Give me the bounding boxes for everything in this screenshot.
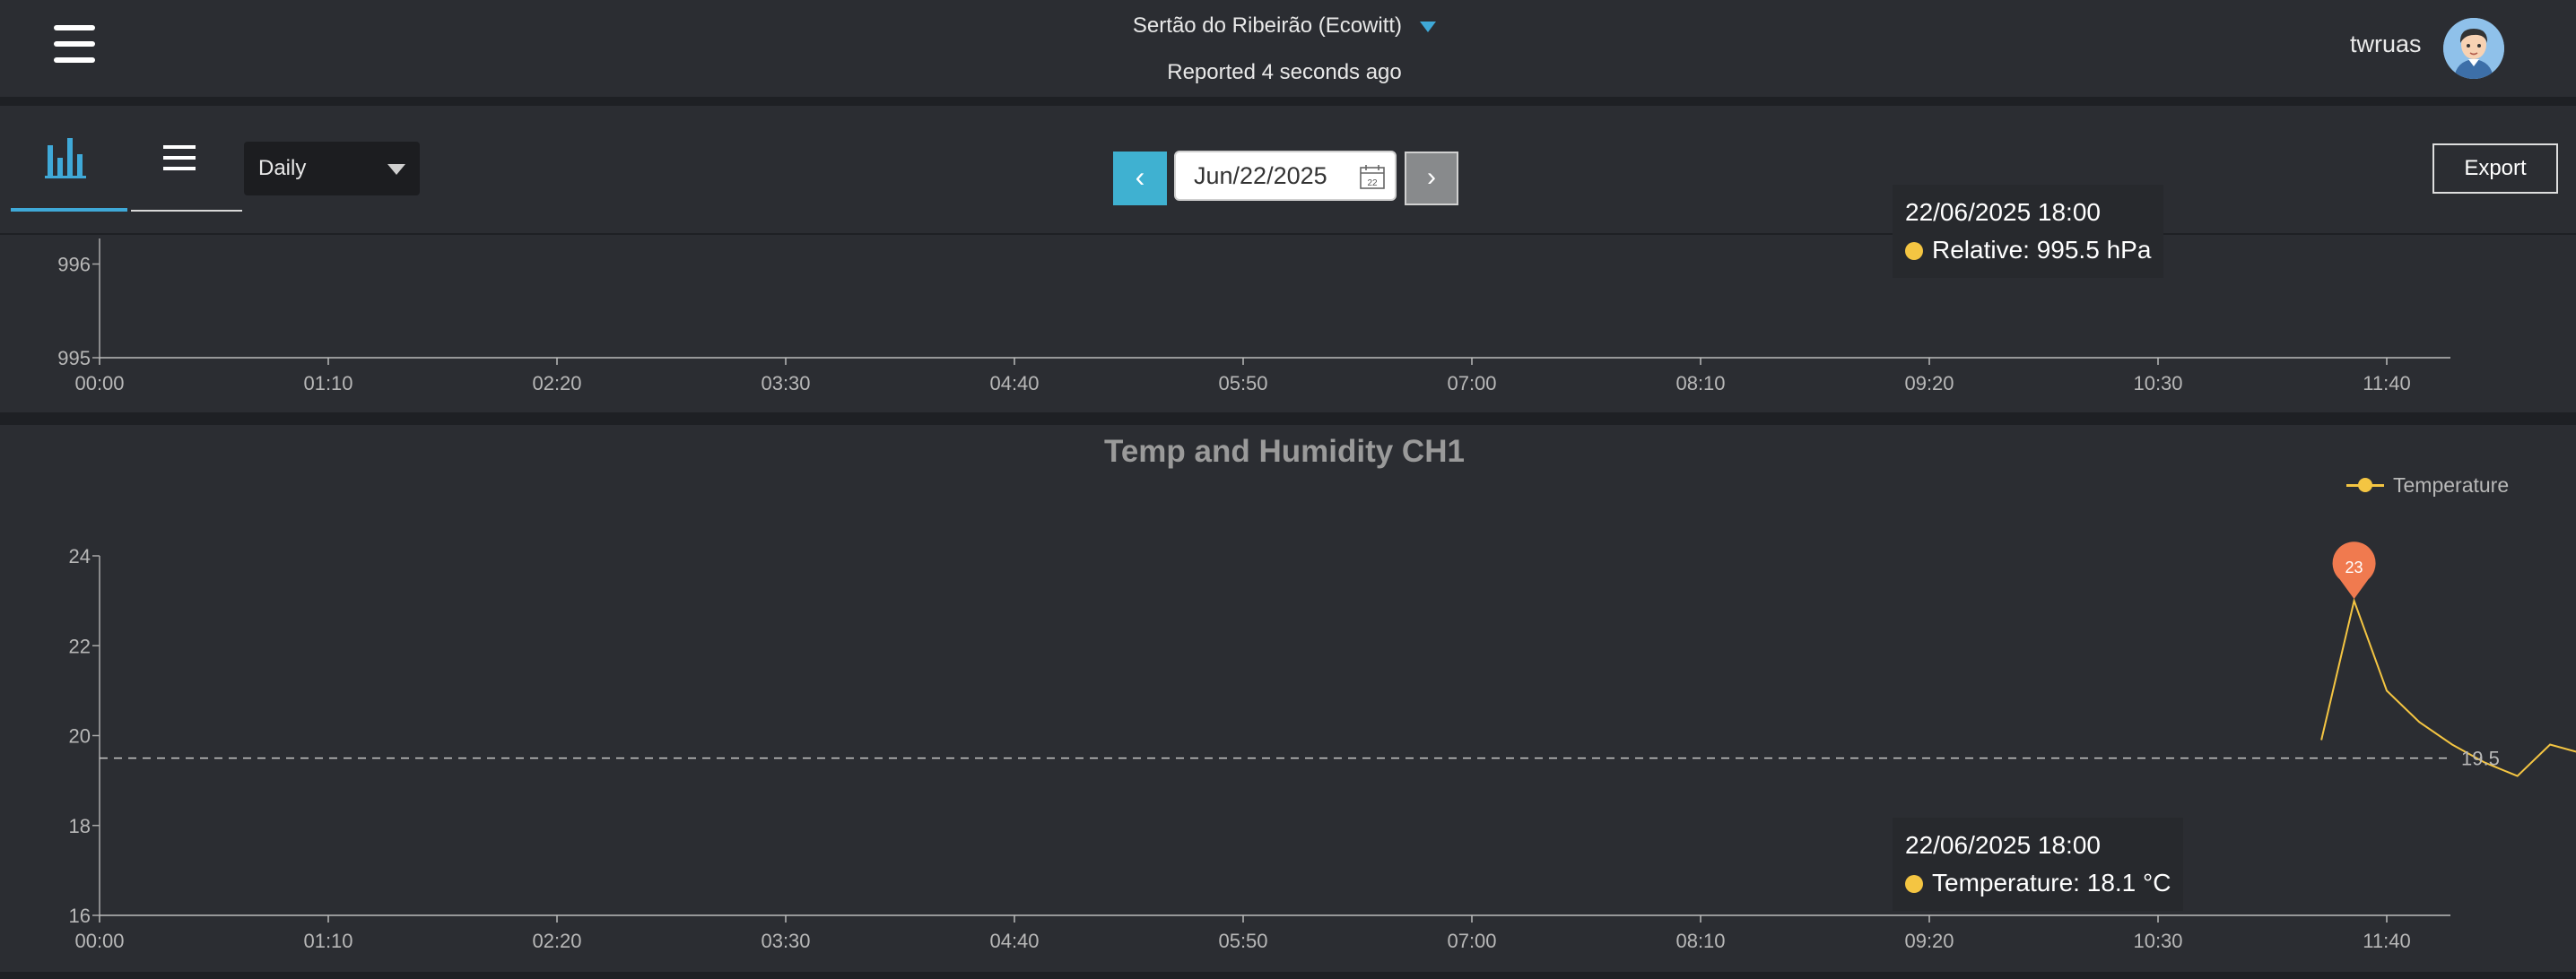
average-line-label: 19.5 [2461,748,2500,770]
previous-day-button[interactable]: ‹ [1113,152,1167,205]
x-tick-label: 11:40 [2363,372,2410,394]
x-tick-label: 11:40 [2363,930,2410,952]
chevron-right-icon: › [1427,162,1436,192]
date-value: Jun/22/2025 [1194,162,1327,189]
x-tick-label: 01:10 [303,930,352,952]
tab-list-underline [131,210,242,212]
menu-icon[interactable] [54,25,95,63]
pressure-chart[interactable]: 995 996 00:00 01:10 02:20 03:30 04:40 05:50 07:0… [0,235,2576,412]
x-tick-label: 03:30 [761,372,810,394]
chart-title: Temp and Humidity CH1 [1104,434,1465,469]
tooltip-datetime: 22/06/2025 18:00 [1905,198,2101,226]
x-tick-label: 00:00 [74,930,124,952]
temperature-chart[interactable]: 16 18 20 22 24 00:00 01:10 02:20 03:30 04:40 05:50… [0,425,2576,972]
y-tick-label: 22 [69,635,91,657]
y-tick-label: 996 [57,254,91,276]
x-tick-label: 10:30 [2133,372,2182,394]
x-tick-label: 09:20 [1904,372,1954,394]
tab-chart-view[interactable] [11,106,127,212]
tab-list-view[interactable] [131,106,242,212]
date-field[interactable]: Jun/22/2025 22 [1174,151,1397,201]
x-tick-label: 05:50 [1218,930,1267,952]
legend-label: Temperature [2393,473,2510,497]
y-tick-label: 20 [69,725,91,748]
tooltip-datetime: 22/06/2025 18:00 [1905,831,2101,859]
station-name: Sertão do Ribeirão (Ecowitt) [1132,13,1403,38]
caret-down-icon [1420,21,1437,32]
chevron-left-icon: ‹ [1135,160,1145,193]
x-tick-label: 02:20 [532,930,581,952]
tooltip-value: Relative: 995.5 hPa [1932,236,2152,264]
x-tick-label: 08:10 [1675,930,1725,952]
x-tick-label: 08:10 [1675,372,1725,394]
list-icon [163,145,196,170]
series-dot-icon [1905,242,1923,260]
station-selector[interactable]: Sertão do Ribeirão (Ecowitt) [987,11,1582,41]
bar-chart-icon [45,138,86,178]
caret-down-icon [387,164,405,175]
tooltip-value: Temperature: 18.1 °C [1932,869,2171,897]
username[interactable]: twruas [2350,30,2422,57]
pressure-tooltip: 22/06/2025 18:00 Relative: 995.5 hPa [1893,185,2164,278]
x-tick-label: 07:00 [1447,930,1496,952]
avatar[interactable] [2443,18,2504,79]
period-dropdown[interactable]: Daily [244,142,420,195]
x-tick-label: 07:00 [1447,372,1496,394]
x-tick-label: 00:00 [74,372,124,394]
y-tick-label: 18 [69,815,91,837]
x-tick-label: 01:10 [303,372,352,394]
x-tick-label: 05:50 [1218,372,1267,394]
y-tick-label: 995 [57,347,91,369]
calendar-day: 22 [1367,178,1378,188]
x-tick-label: 03:30 [761,930,810,952]
export-button[interactable]: Export [2432,143,2558,194]
x-tick-label: 02:20 [532,372,581,394]
max-marker-shape [2332,541,2376,600]
tab-chart-underline [11,208,127,212]
temperature-tooltip: 22/06/2025 18:00 Temperature: 18.1 °C [1893,818,2184,911]
period-label: Daily [258,156,307,180]
y-tick-label: 24 [69,545,91,567]
x-tick-label: 09:20 [1904,930,1954,952]
next-day-button[interactable]: › [1405,152,1458,205]
series-dot-icon [1905,875,1923,893]
x-tick-label: 04:40 [989,930,1039,952]
x-tick-label: 04:40 [989,372,1039,394]
x-tick-label: 10:30 [2133,930,2182,952]
max-marker: 23 [2332,541,2376,600]
top-header [0,0,2576,97]
y-tick-label: 16 [69,905,91,927]
legend-dot-icon [2358,478,2372,492]
max-marker-label: 23 [2345,559,2363,576]
series-line-temperature [2320,597,2576,777]
calendar-icon[interactable]: 22 [1359,163,1386,190]
reported-status: Reported 4 seconds ago [1167,60,1402,84]
